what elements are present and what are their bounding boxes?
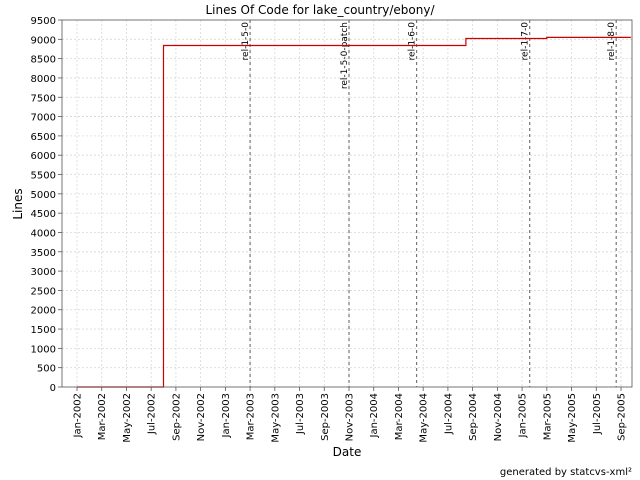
release-marker-label: rel-1-5-0 [241,22,251,61]
release-marker-label: rel-1-5-0-patch [340,22,350,89]
series-layer [77,36,631,388]
y-tick-label: 7500 [31,93,56,104]
x-tick-label: May-2002 [122,393,133,443]
footer-credit: generated by statcvs-xml² [500,467,632,478]
x-tick-label: Mar-2002 [97,393,108,440]
y-tick-label: 8000 [31,74,56,85]
y-tick-label: 7000 [31,113,56,124]
x-tick-label: May-2005 [567,393,578,443]
x-tick-label: Jul-2004 [443,393,454,435]
x-tick-label: May-2003 [270,393,281,443]
y-tick-label: 4000 [31,228,56,239]
x-tick-label: May-2004 [419,393,430,443]
y-tick-label: 1000 [31,344,56,355]
x-tick-label: Jan-2003 [221,393,232,438]
y-tick-label: 9500 [31,16,56,27]
y-tick-label: 9000 [31,35,56,46]
release-marker-label: rel-1-7-0 [521,22,531,61]
y-tick-label: 5000 [31,190,56,201]
y-tick-label: 1500 [31,325,56,336]
y-tick-label: 6000 [31,151,56,162]
y-tick-label: 0 [50,383,56,394]
x-axis-ticks: Jan-2002 Mar-2002 May-2002 Jul-2002 Sep-2002… [73,387,628,443]
x-tick-label: Jul-2005 [592,393,603,435]
x-tick-label: Nov-2002 [196,393,207,441]
release-markers: rel-1-5-0 rel-1-5-0-patch rel-1-6-0 rel-1-7… [241,20,617,387]
y-axis-label: Lines [11,188,25,219]
x-tick-label: Sep-2002 [171,393,182,441]
y-tick-label: 6500 [31,132,56,143]
release-marker-label: rel-1-8-0 [607,22,617,61]
x-tick-label: Sep-2003 [320,393,331,441]
y-tick-label: 500 [37,364,56,375]
y-tick-label: 5500 [31,171,56,182]
chart-title: Lines Of Code for lake_country/ebony/ [205,3,435,17]
x-tick-label: Jan-2005 [518,393,529,438]
x-tick-label: Mar-2004 [394,393,405,440]
x-tick-label: Mar-2003 [246,393,257,440]
release-marker-label: rel-1-6-0 [408,22,418,61]
x-tick-label: Nov-2003 [345,393,356,441]
x-tick-label: Jul-2003 [295,393,306,435]
y-axis-ticks: 0 500 1000 1500 2000 2500 3000 3500 4000 4500 5000… [31,16,62,394]
x-axis-label: Date [333,445,362,459]
x-tick-label: Sep-2005 [617,393,628,441]
grid [62,19,632,388]
y-tick-label: 2000 [31,306,56,317]
y-tick-label: 3000 [31,267,56,278]
loc-series-line [77,36,631,388]
x-tick-label: Jan-2004 [369,393,380,438]
x-tick-label: Nov-2004 [493,393,504,441]
x-tick-label: Sep-2004 [468,393,479,441]
y-tick-label: 8500 [31,55,56,66]
plot-frame [61,19,633,388]
y-tick-label: 3500 [31,248,56,259]
x-tick-label: Jan-2002 [73,393,84,438]
x-tick-label: Jul-2002 [147,393,158,435]
y-tick-label: 2500 [31,286,56,297]
y-tick-label: 4500 [31,209,56,220]
x-tick-label: Mar-2005 [542,393,553,440]
